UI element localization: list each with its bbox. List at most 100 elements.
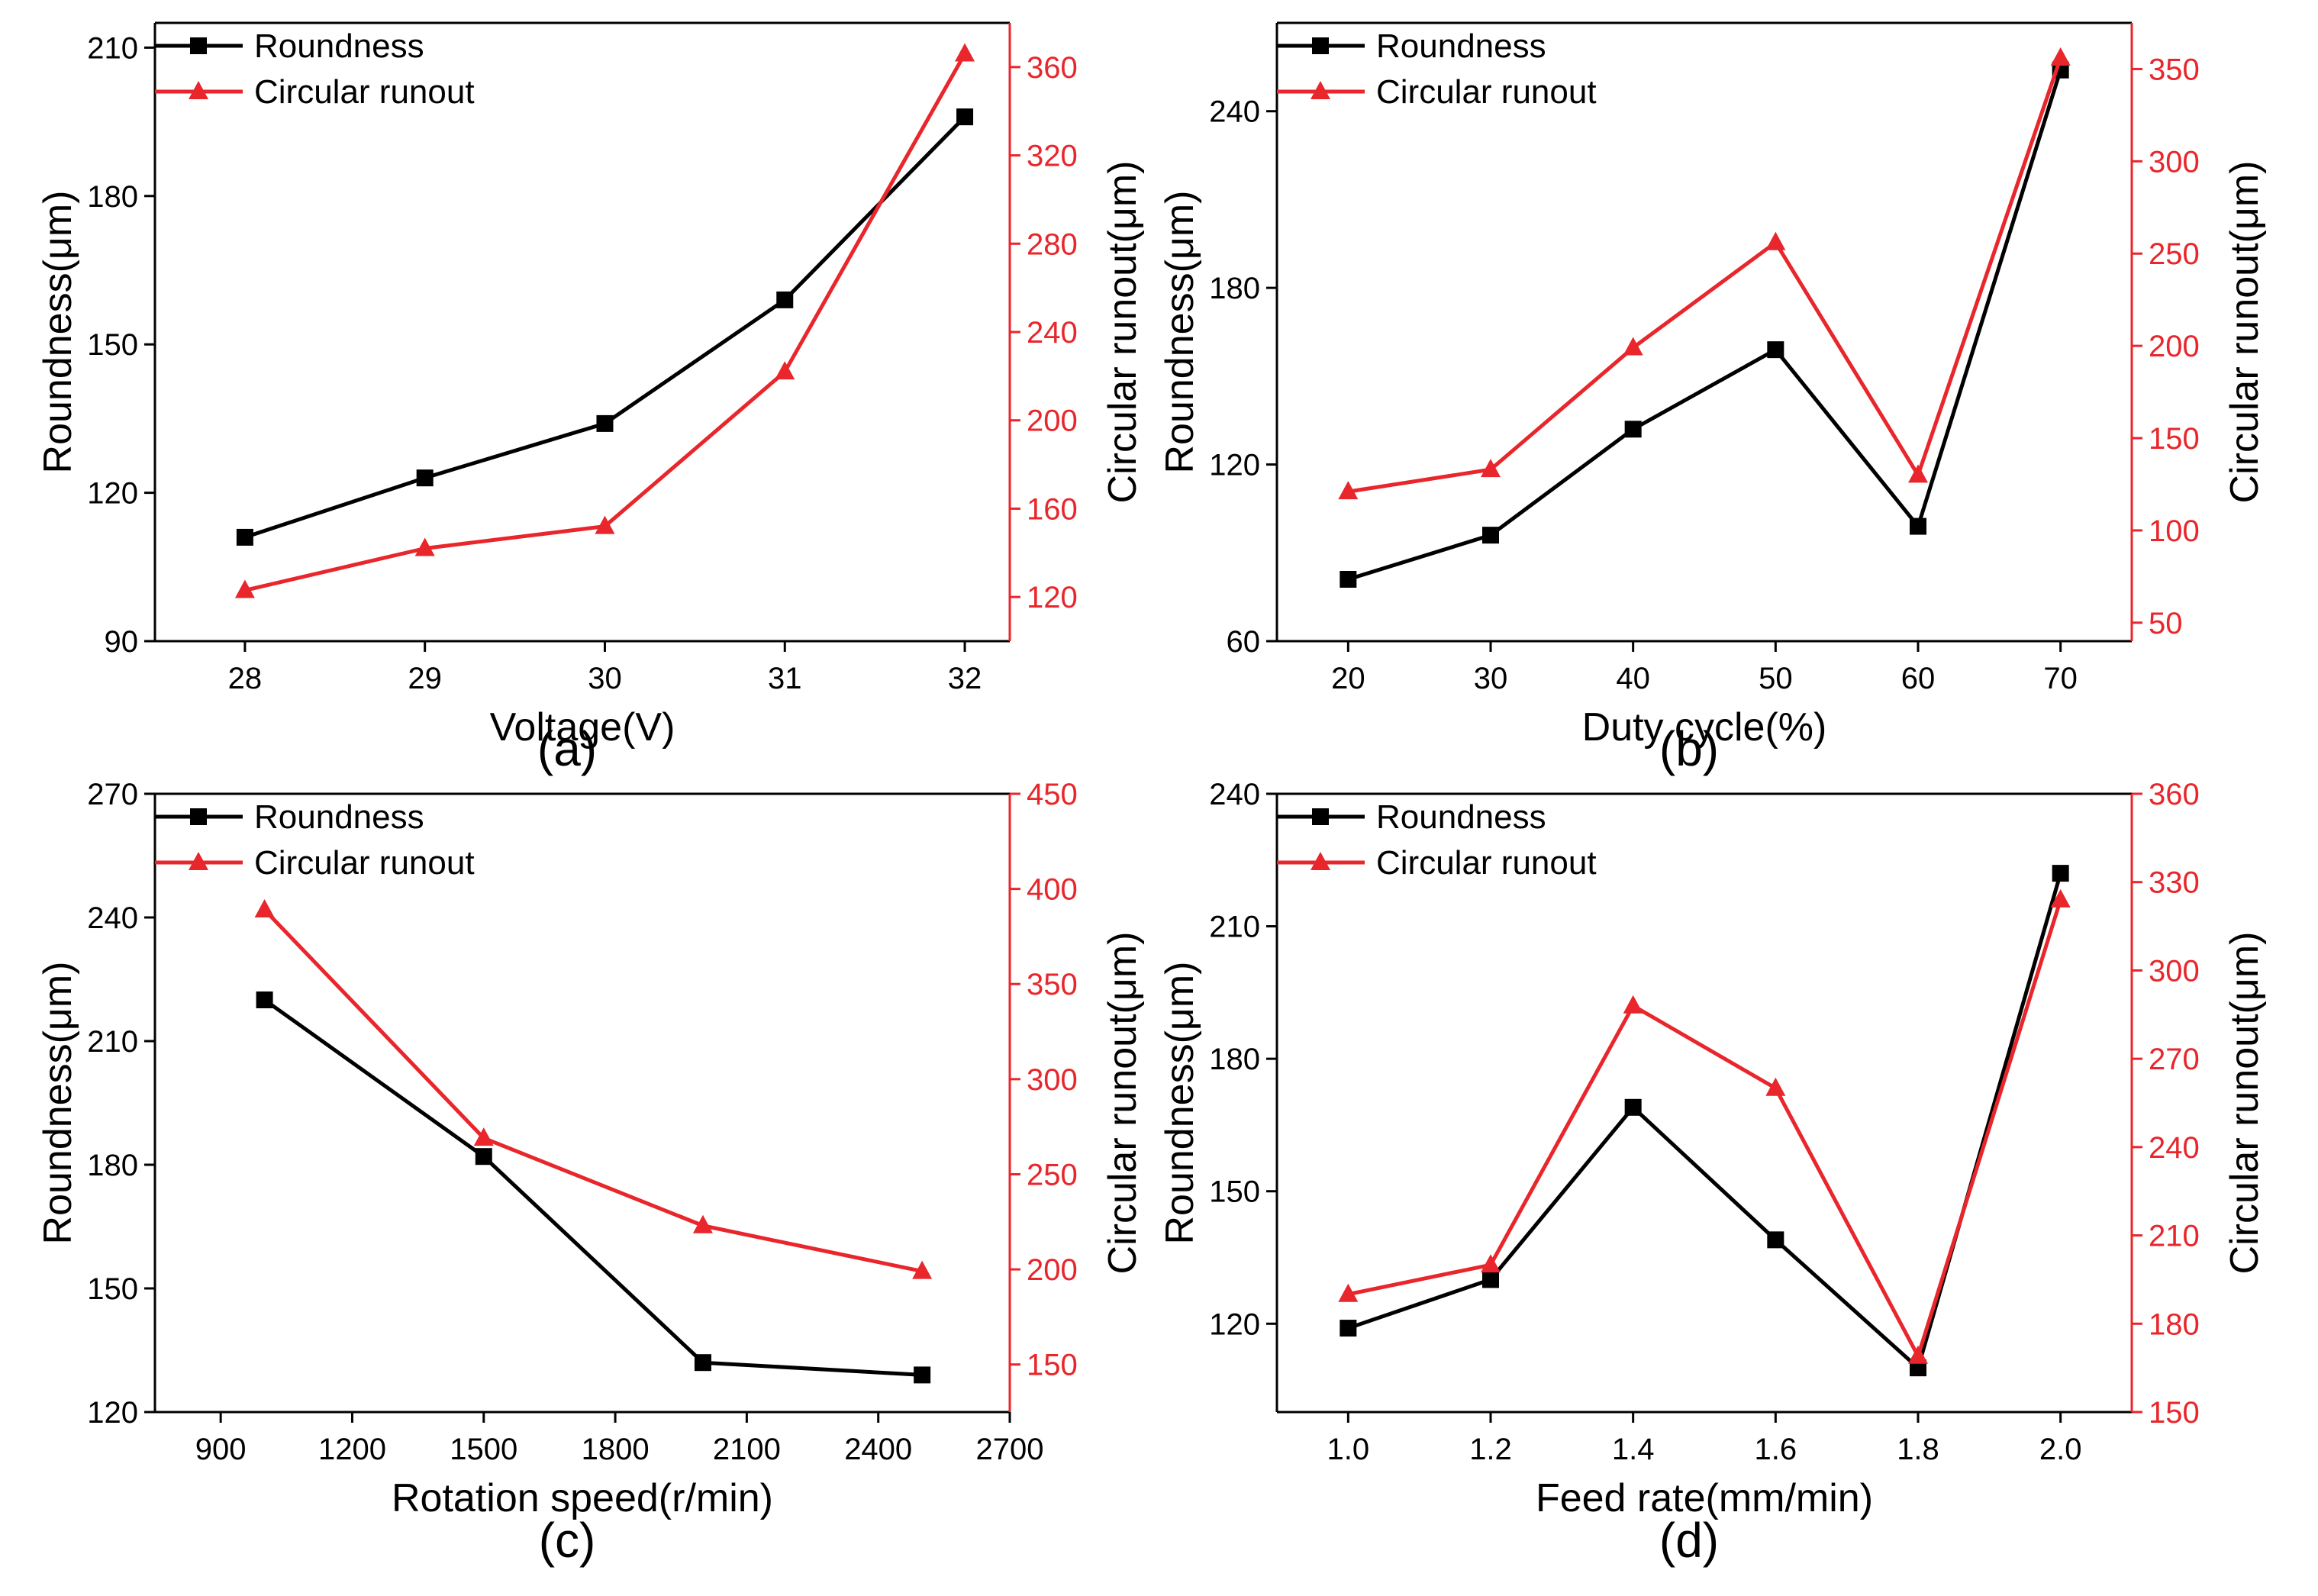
y-right-tick-label: 200 — [2149, 330, 2200, 363]
x-tick-label: 30 — [1474, 662, 1508, 695]
roundness-series-line — [1347, 872, 2063, 1370]
legend-label: Roundness — [1376, 27, 1546, 65]
x-tick-label: 50 — [1759, 662, 1793, 695]
runout-point — [595, 515, 615, 534]
x-tick-label: 2400 — [844, 1433, 912, 1466]
y-left-tick-label: 60 — [1227, 625, 1261, 659]
x-tick-label: 32 — [948, 662, 982, 695]
runout-point — [234, 579, 255, 598]
panel-label: (b) — [1659, 721, 1719, 776]
y-left-tick-label: 240 — [87, 901, 138, 935]
y-right-tick-label: 210 — [2149, 1220, 2200, 1253]
legend-label: Circular runout — [254, 73, 475, 111]
panel-label: (d) — [1659, 1513, 1719, 1568]
legend-label: Circular runout — [1376, 844, 1597, 882]
roundness-point — [1767, 341, 1784, 359]
y-left-tick-label: 150 — [87, 1272, 138, 1306]
legend-square-marker — [1312, 37, 1329, 54]
y-left-tick-label: 180 — [1209, 272, 1260, 305]
x-tick-label: 60 — [1901, 662, 1936, 695]
roundness-point — [256, 991, 273, 1008]
y-right-tick-label: 150 — [2149, 1396, 2200, 1430]
legend-label: Roundness — [254, 798, 424, 836]
runout-series-line — [263, 908, 923, 1274]
x-tick-label: 1.0 — [1327, 1433, 1370, 1466]
y-axis-right-label: Circular runout(μm) — [1101, 932, 1145, 1275]
y-right-tick-label: 180 — [2149, 1307, 2200, 1341]
x-tick-label: 31 — [768, 662, 802, 695]
roundness-point — [475, 1148, 492, 1166]
runout-point — [692, 1214, 713, 1233]
y-right-tick-label: 300 — [2149, 954, 2200, 988]
runout-point — [1908, 1345, 1928, 1364]
runout-point — [2050, 47, 2071, 66]
runout-point — [1481, 1254, 1501, 1273]
roundness-point — [1340, 1320, 1357, 1337]
y-right-tick-label: 250 — [1027, 1158, 1078, 1191]
roundness-point — [416, 469, 434, 487]
panel-label: (a) — [537, 721, 597, 776]
runout-point — [1765, 1077, 1786, 1096]
roundness-point — [1624, 1098, 1642, 1116]
y-right-tick-label: 320 — [1027, 140, 1078, 173]
y-left-tick-label: 120 — [1209, 1307, 1260, 1341]
y-left-tick-label: 270 — [87, 778, 138, 811]
x-tick-label: 1.4 — [1612, 1433, 1655, 1466]
x-tick-label: 1200 — [318, 1433, 386, 1466]
legend-triangle-marker — [189, 81, 208, 99]
legend-label: Roundness — [1376, 798, 1546, 836]
runout-point — [2050, 888, 2071, 908]
legend: Roundness Circular runout — [155, 798, 475, 882]
y-left-tick-label: 180 — [87, 1149, 138, 1182]
legend-triangle-marker — [1311, 81, 1330, 99]
x-tick-label: 2.0 — [2039, 1433, 2082, 1466]
chart-panel-2: 20 30 40 50 60 70 60 120 180 240 50 100 150 200 250 300… — [1158, 21, 2267, 776]
y-right-tick-label: 120 — [1027, 581, 1078, 614]
y-axis-right-label: Circular runout(μm) — [2223, 161, 2267, 504]
roundness-point — [956, 108, 974, 126]
y-right-tick-label: 280 — [1027, 227, 1078, 261]
roundness-point — [236, 528, 253, 546]
y-right-tick-label: 240 — [1027, 316, 1078, 350]
y-right-tick-label: 240 — [2149, 1131, 2200, 1165]
legend-triangle-marker — [1311, 852, 1330, 870]
x-tick-label: 70 — [2043, 662, 2078, 695]
legend-square-marker — [190, 808, 207, 825]
x-tick-label: 1.8 — [1897, 1433, 1939, 1466]
roundness-point — [2052, 865, 2069, 882]
runout-point — [1481, 459, 1501, 478]
y-right-tick-label: 450 — [1027, 778, 1078, 811]
runout-series-line — [1347, 899, 2063, 1359]
y-right-tick-label: 360 — [2149, 778, 2200, 811]
legend-triangle-marker — [189, 852, 208, 870]
runout-point — [1908, 464, 1928, 483]
x-axis-label: Feed rate(mm/min) — [1536, 1476, 1873, 1520]
x-tick-label: 1500 — [450, 1433, 517, 1466]
x-axis-label: Duty cycle(%) — [1582, 705, 1827, 750]
legend-square-marker — [1312, 808, 1329, 825]
y-left-tick-label: 240 — [1209, 778, 1260, 811]
y-axis-left-label: Roundness(μm) — [36, 191, 80, 474]
runout-point — [414, 537, 435, 556]
y-right-tick-label: 300 — [1027, 1063, 1078, 1097]
y-axis-right-label: Circular runout(μm) — [1101, 161, 1145, 504]
roundness-point — [1767, 1231, 1784, 1249]
legend-label: Roundness — [254, 27, 424, 65]
roundness-point — [1482, 1271, 1499, 1288]
y-left-tick-label: 150 — [1209, 1175, 1260, 1209]
y-right-tick-label: 300 — [2149, 145, 2200, 179]
runout-point — [473, 1127, 494, 1146]
x-tick-label: 1.2 — [1469, 1433, 1512, 1466]
y-right-tick-label: 200 — [1027, 405, 1078, 438]
chart-panel-1: 28 29 30 31 32 90 120 150 180 210 120 160 200 240 280 3… — [36, 21, 1145, 776]
y-axis-right-label: Circular runout(μm) — [2223, 932, 2267, 1275]
y-axis-left-label: Roundness(μm) — [1158, 191, 1202, 474]
y-right-tick-label: 360 — [1027, 51, 1078, 85]
x-tick-label: 2700 — [976, 1433, 1044, 1466]
y-right-tick-label: 200 — [1027, 1253, 1078, 1287]
roundness-point — [776, 291, 794, 308]
x-tick-label: 20 — [1331, 662, 1365, 695]
legend-label: Circular runout — [1376, 73, 1597, 111]
y-left-tick-label: 150 — [87, 328, 138, 362]
